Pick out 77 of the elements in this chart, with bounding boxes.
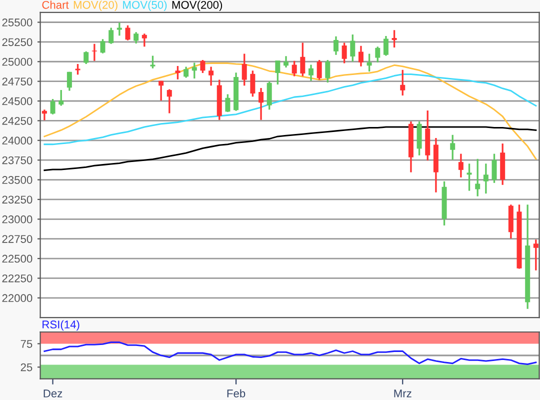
chart-title: Chart — [42, 0, 69, 9]
candlestick — [316, 59, 322, 81]
y-tick-label: 23250 — [2, 196, 32, 204]
candlestick — [483, 162, 488, 194]
x-tick-label: Dez — [44, 390, 62, 398]
candlestick — [208, 66, 214, 86]
candlestick — [275, 60, 280, 86]
candlestick — [242, 52, 247, 86]
line-series — [44, 342, 537, 366]
candlestick — [492, 152, 497, 184]
y-tick-label: 23000 — [2, 215, 32, 224]
candlestick — [75, 63, 80, 76]
candlestick — [475, 158, 480, 198]
candlestick — [284, 55, 289, 68]
y-tick-label: 75 — [20, 340, 32, 348]
line-series — [44, 126, 537, 172]
text: MOV(20) — [74, 0, 118, 12]
candlestick — [458, 152, 464, 178]
chart-title: RSI(14) — [42, 320, 80, 331]
candlestick — [366, 52, 372, 72]
candlestick — [308, 64, 314, 82]
y-tick-label: 22500 — [2, 254, 32, 263]
y-tick-label: 22000 — [2, 294, 32, 302]
text: MOV(200) — [172, 0, 222, 12]
candlestick — [184, 66, 189, 79]
candlestick — [266, 80, 272, 111]
candlestick — [42, 108, 47, 122]
candlestick — [258, 87, 264, 121]
candlestick — [84, 50, 89, 65]
candlestick — [150, 54, 156, 70]
y-tick-label: 23750 — [2, 156, 32, 164]
candlestick — [125, 24, 130, 42]
y-tick-label: 25250 — [2, 38, 32, 46]
candlestick — [66, 71, 72, 92]
text: MOV(50) — [123, 0, 167, 12]
y-tick-label: 25000 — [2, 58, 32, 66]
candlestick — [142, 32, 147, 48]
y-tick-label: 24500 — [2, 97, 32, 106]
candlestick — [450, 134, 456, 161]
y-tick-label: 23500 — [2, 176, 32, 184]
candlestick — [92, 43, 97, 62]
candlestick — [400, 69, 406, 96]
y-tick-label: 22250 — [2, 274, 32, 282]
candlestick — [158, 80, 164, 102]
candlestick — [333, 36, 338, 56]
candlestick — [383, 35, 388, 57]
y-tick-label: 24750 — [2, 78, 32, 86]
candlestick — [358, 45, 364, 68]
y-tick-label: 25500 — [2, 18, 32, 26]
candlestick — [108, 26, 114, 45]
candlestick — [350, 34, 356, 62]
candlestick — [392, 29, 397, 48]
candlestick — [166, 88, 172, 114]
candlestick — [533, 238, 538, 272]
candlestick — [375, 46, 380, 64]
candlestick — [200, 59, 206, 74]
line-series — [44, 73, 537, 146]
y-tick-label: 25 — [20, 363, 32, 372]
candlestick — [192, 62, 197, 80]
candlestick — [134, 31, 139, 44]
candlestick — [50, 98, 56, 116]
x-tick-label: Feb — [227, 389, 246, 398]
candlestick — [325, 59, 330, 84]
candlestick — [466, 162, 472, 192]
candlestick — [300, 42, 306, 78]
x-tick-label: Mrz — [394, 390, 412, 398]
line-series — [44, 62, 537, 160]
candlestick — [292, 60, 297, 78]
candlestick — [342, 42, 347, 64]
y-tick-label: 22750 — [2, 235, 32, 243]
y-tick-label: 24000 — [2, 136, 32, 145]
candlestick — [175, 65, 180, 80]
candlestick — [100, 38, 106, 54]
y-tick-label: 24250 — [2, 116, 32, 125]
candlestick — [225, 93, 230, 113]
candlestick — [250, 70, 256, 98]
candlestick — [58, 89, 64, 107]
